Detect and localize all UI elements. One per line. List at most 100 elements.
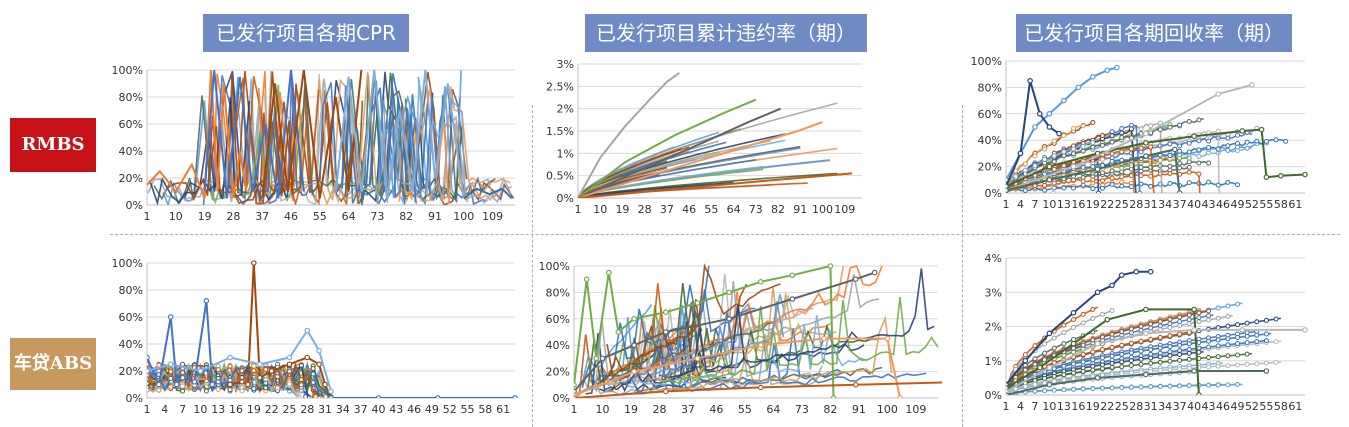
data-point [227, 363, 233, 369]
y-tick-label: 20% [119, 365, 143, 378]
data-point [1167, 124, 1173, 130]
data-point [574, 388, 577, 395]
data-point [1143, 130, 1149, 137]
data-point [852, 276, 859, 283]
data-point [1215, 354, 1221, 360]
data-point [1051, 159, 1057, 165]
data-point [251, 386, 257, 392]
data-point [1109, 353, 1115, 359]
x-tick-label: 13 [211, 403, 225, 416]
data-point [1109, 331, 1115, 337]
data-point [1090, 177, 1096, 183]
x-tick-label: 37 [1173, 400, 1187, 413]
x-tick-label: 100 [877, 403, 898, 416]
data-point [1119, 359, 1125, 365]
data-point [1177, 143, 1183, 149]
data-point [1273, 137, 1279, 143]
data-point [147, 354, 150, 361]
data-point [1061, 330, 1067, 336]
data-point [1225, 147, 1231, 153]
data-point [615, 329, 622, 335]
x-tick-label: 10 [1042, 400, 1056, 413]
data-point [827, 263, 834, 269]
x-tick-label: 52 [1245, 400, 1259, 413]
data-point [1225, 303, 1231, 309]
data-point [1196, 117, 1202, 123]
data-point [1186, 317, 1192, 323]
data-point [1128, 384, 1134, 390]
data-point [1051, 373, 1057, 379]
data-point [1186, 119, 1192, 125]
data-point [1138, 126, 1144, 132]
series-group [1006, 64, 1308, 193]
data-point [173, 381, 180, 388]
data-point [251, 260, 257, 266]
x-tick-label: 10 [169, 210, 183, 223]
data-point [1109, 364, 1115, 370]
data-point [1167, 344, 1173, 350]
data-point [1191, 368, 1197, 374]
data-point [1042, 380, 1048, 386]
data-point [1215, 382, 1221, 388]
data-point [662, 309, 669, 316]
series-line [578, 140, 771, 198]
data-point [1090, 186, 1096, 192]
y-tick-label: 1.5% [546, 125, 574, 138]
series-line [1006, 141, 1093, 193]
x-tick-label: 28 [226, 210, 240, 223]
data-point [1119, 179, 1125, 185]
data-point [275, 374, 281, 380]
data-point [1254, 361, 1260, 367]
data-point [757, 342, 764, 349]
x-tick-label: 19 [1086, 400, 1100, 413]
chart-rmbs-default-rate: 0% 0.5% 1% 1.5% 2% 2.5% 3% 1 10 19 28 37 46 55 64 73 82 9… [546, 58, 862, 216]
x-tick-label: 1 [144, 210, 151, 223]
data-point [1119, 364, 1125, 370]
data-point [251, 363, 257, 369]
data-point [1109, 344, 1115, 350]
y-tick-label: 20% [546, 366, 570, 379]
data-point [197, 368, 204, 374]
data-point [1196, 153, 1202, 159]
data-point [1177, 319, 1183, 325]
series-line [578, 145, 801, 198]
data-point [328, 395, 334, 398]
x-tick-label: 22 [265, 403, 279, 416]
data-point [1128, 340, 1134, 346]
data-point [1099, 142, 1105, 148]
data-point [1234, 362, 1240, 368]
data-point [1017, 150, 1024, 157]
data-point [1177, 352, 1183, 358]
data-point [1099, 347, 1105, 353]
data-point [1099, 156, 1105, 162]
x-tick-label: 109 [905, 403, 926, 416]
data-point [1099, 133, 1105, 139]
data-point [1118, 272, 1125, 278]
x-tick-label: 10 [193, 403, 207, 416]
data-point [1225, 363, 1231, 369]
data-point [948, 380, 952, 384]
data-point [1302, 327, 1308, 333]
data-point [1046, 177, 1053, 183]
series-group [147, 260, 518, 398]
data-point [313, 394, 319, 398]
data-point [275, 385, 281, 391]
data-point [1138, 348, 1144, 354]
x-tick-label: 7 [1031, 198, 1038, 211]
data-point [147, 368, 150, 374]
data-point [1225, 353, 1231, 359]
data-point [1032, 361, 1038, 367]
data-point [1042, 182, 1048, 188]
x-tick-label: 7 [179, 403, 186, 416]
data-point [1061, 387, 1067, 393]
data-point [1148, 336, 1154, 342]
data-point [268, 368, 275, 374]
data-point [1071, 345, 1077, 351]
data-point [1071, 317, 1077, 323]
data-point [256, 374, 263, 381]
x-tick-label: 22 [1100, 198, 1114, 211]
data-point [1244, 333, 1250, 339]
data-point [1090, 367, 1096, 373]
data-point [1027, 77, 1033, 84]
data-point [1225, 323, 1231, 329]
